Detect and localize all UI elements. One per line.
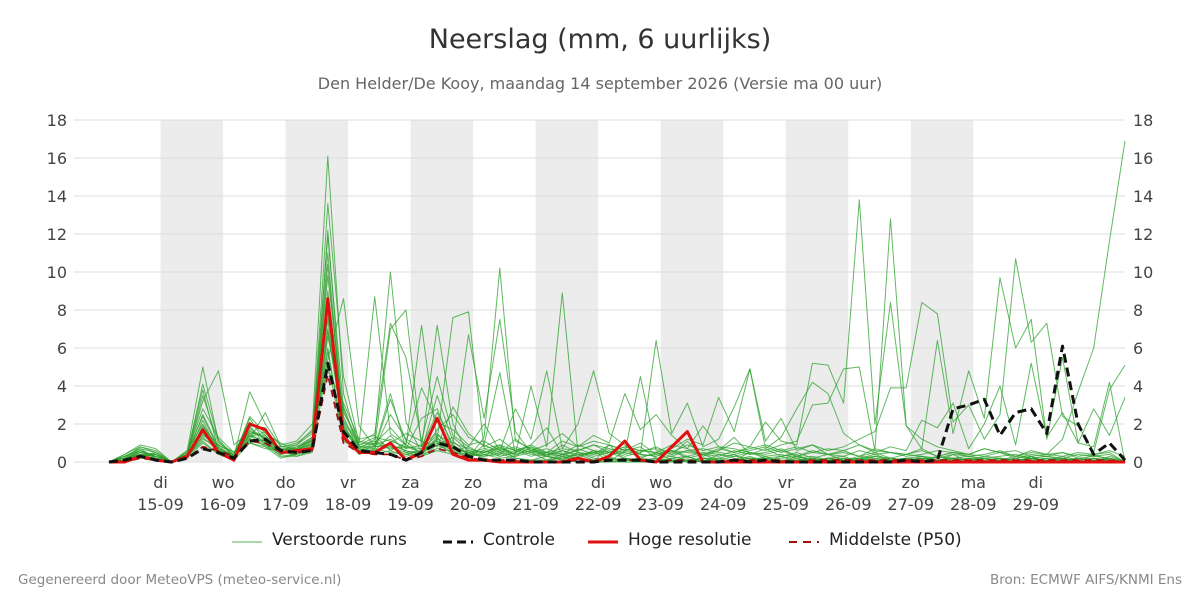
shade-19-09 (410, 120, 474, 462)
x-tick-day-10: vr (778, 473, 794, 492)
y-tick-right-2: 2 (1133, 415, 1143, 434)
axis-labels: 0 0 2 2 4 4 6 6 8 8 10 10 12 12 14 14 16 16 18 18 di 15-09 wo 1… (47, 111, 1154, 514)
x-tick-day-2: do (276, 473, 296, 492)
x-tick-date-10: 25-09 (762, 495, 809, 514)
y-tick-left-2: 2 (57, 415, 67, 434)
legend-ensemble-swatch (232, 541, 262, 543)
x-tick-date-14: 29-09 (1013, 495, 1060, 514)
legend-control-label: Controle (483, 530, 555, 550)
y-tick-right-14: 14 (1133, 187, 1153, 206)
y-tick-right-6: 6 (1133, 339, 1143, 358)
y-tick-left-18: 18 (47, 111, 67, 130)
x-tick-day-9: do (713, 473, 733, 492)
x-tick-day-6: ma (523, 473, 548, 492)
y-tick-left-14: 14 (47, 187, 67, 206)
y-tick-left-6: 6 (57, 339, 67, 358)
x-tick-date-4: 19-09 (387, 495, 434, 514)
legend-hires-label: Hoge resolutie (628, 530, 752, 550)
x-tick-day-0: di (153, 473, 168, 492)
y-tick-right-10: 10 (1133, 263, 1153, 282)
shade-21-09 (535, 120, 599, 462)
y-tick-left-12: 12 (47, 225, 67, 244)
legend-hires-swatch (588, 540, 618, 544)
weekday-shading (160, 120, 974, 462)
x-tick-day-1: wo (212, 473, 235, 492)
x-tick-date-8: 23-09 (637, 495, 684, 514)
x-tick-day-11: za (839, 473, 857, 492)
x-tick-date-1: 16-09 (200, 495, 247, 514)
y-tick-left-8: 8 (57, 301, 67, 320)
footer-generator: Gegenereerd door MeteoVPS (meteo-service… (18, 572, 342, 588)
x-tick-date-3: 18-09 (325, 495, 372, 514)
x-tick-day-8: wo (649, 473, 672, 492)
y-tick-right-8: 8 (1133, 301, 1143, 320)
y-tick-right-0: 0 (1133, 453, 1143, 472)
y-tick-right-4: 4 (1133, 377, 1143, 396)
footer-source: Bron: ECMWF AIFS/KNMI Ens (989, 572, 1182, 588)
legend-median-swatch (789, 541, 819, 543)
x-tick-date-5: 20-09 (450, 495, 497, 514)
x-tick-date-11: 26-09 (825, 495, 872, 514)
x-tick-date-6: 21-09 (512, 495, 559, 514)
y-tick-left-4: 4 (57, 377, 67, 396)
x-tick-day-3: vr (340, 473, 356, 492)
x-tick-date-12: 27-09 (888, 495, 935, 514)
chart-title: Neerslag (mm, 6 uurlijks) (428, 24, 772, 55)
y-tick-left-10: 10 (47, 263, 67, 282)
x-tick-day-4: za (401, 473, 419, 492)
shade-23-09 (660, 120, 724, 462)
chart-subtitle: Den Helder/De Kooy, maandag 14 september… (317, 74, 883, 93)
x-tick-date-7: 22-09 (575, 495, 622, 514)
legend: Verstoorde runs Controle Hoge resolutie … (0, 530, 1200, 554)
x-tick-date-0: 15-09 (137, 495, 184, 514)
shade-15-09 (160, 120, 224, 462)
x-tick-date-2: 17-09 (262, 495, 309, 514)
x-tick-day-14: di (1029, 473, 1044, 492)
x-tick-date-13: 28-09 (950, 495, 997, 514)
x-tick-day-12: zo (902, 473, 920, 492)
control-line (108, 344, 1127, 464)
y-tick-right-12: 12 (1133, 225, 1153, 244)
x-tick-date-9: 24-09 (700, 495, 747, 514)
legend-median-label: Middelste (P50) (829, 530, 962, 550)
x-tick-day-13: ma (961, 473, 986, 492)
main-lines (108, 297, 1127, 464)
y-tick-right-16: 16 (1133, 149, 1153, 168)
y-tick-left-0: 0 (57, 453, 67, 472)
y-tick-left-16: 16 (47, 149, 67, 168)
legend-ensemble-label: Verstoorde runs (272, 530, 407, 550)
x-tick-day-7: di (591, 473, 606, 492)
x-tick-day-5: zo (464, 473, 482, 492)
legend-control-swatch (443, 540, 473, 544)
y-tick-right-18: 18 (1133, 111, 1153, 130)
shade-25-09 (785, 120, 849, 462)
